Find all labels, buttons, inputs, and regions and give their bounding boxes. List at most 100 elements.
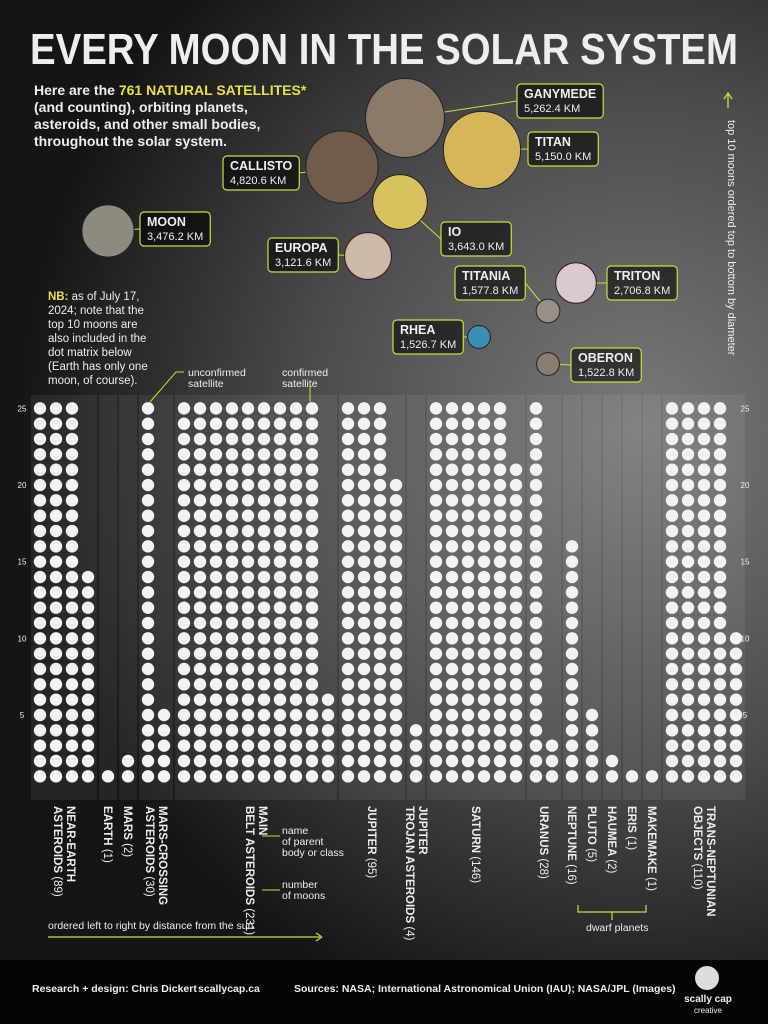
- category-name-cont: ASTEROIDS (30): [143, 806, 155, 897]
- moon-dot: [193, 540, 207, 553]
- moon-dot: [445, 601, 459, 614]
- moon-diameter: 5,262.4 KM: [524, 103, 580, 115]
- moon-dot: [341, 739, 355, 752]
- moon-dot: [289, 448, 303, 461]
- moon-dot: [713, 616, 727, 630]
- moon-dot: [33, 693, 47, 706]
- moon-diameter: 2,706.8 KM: [614, 285, 670, 297]
- moon-dot: [373, 724, 387, 737]
- moon-dot: [389, 739, 403, 752]
- moon-dot: [273, 647, 287, 660]
- moon-dot: [373, 555, 387, 568]
- moon-dot: [729, 754, 743, 768]
- moon-dot: [493, 417, 507, 430]
- category-name: PLUTO (5): [585, 806, 597, 862]
- category-label: PLUTO (5): [585, 806, 597, 862]
- moon-name: RHEA: [400, 323, 435, 337]
- moon-dot: [177, 463, 191, 476]
- moon-dot: [141, 555, 155, 568]
- moon-dot: [493, 524, 507, 538]
- moon-dot: [141, 678, 155, 691]
- moon-dot: [177, 432, 191, 446]
- moon-dot: [257, 586, 271, 599]
- moon-dot: [477, 616, 491, 630]
- moon-dot: [529, 724, 543, 737]
- moon-dot: [429, 632, 443, 645]
- moon-dot: [341, 417, 355, 430]
- moon: [536, 352, 560, 376]
- moon-dot: [209, 770, 223, 783]
- moon-dot: [341, 632, 355, 645]
- moon-dot: [65, 601, 79, 614]
- moon-dot: [357, 540, 371, 553]
- moon-count: (5): [585, 848, 597, 862]
- moon-dot: [565, 678, 579, 691]
- moon-dot: [65, 540, 79, 553]
- moon-diameter: 3,643.0 KM: [448, 241, 504, 253]
- moon-dot: [729, 678, 743, 691]
- moon: [81, 204, 135, 258]
- moon-dot: [141, 570, 155, 584]
- intro-lead: Here are the: [34, 82, 115, 98]
- moon-dot: [225, 754, 239, 768]
- moon-dot: [429, 647, 443, 660]
- category-name: SATURN (146): [469, 806, 481, 883]
- moon-dot: [493, 647, 507, 660]
- moon-dot: [357, 570, 371, 584]
- moon-dot: [65, 524, 79, 538]
- moon-dot: [697, 463, 711, 476]
- footer-bar: [0, 960, 768, 1024]
- moon-dot: [389, 570, 403, 584]
- moon-dot: [445, 417, 459, 430]
- moon-dot: [373, 432, 387, 446]
- moon-dot: [493, 555, 507, 568]
- moon-dot: [357, 647, 371, 660]
- moon-dot: [225, 432, 239, 446]
- moon-dot: [193, 693, 207, 706]
- moon-dot: [157, 724, 171, 737]
- moon-dot: [33, 555, 47, 568]
- category-name: MARS (2): [121, 806, 133, 857]
- moon-dot: [665, 739, 679, 752]
- moon-dot: [713, 754, 727, 768]
- moon-dot: [509, 478, 523, 492]
- moon-dot: [477, 448, 491, 461]
- moon-dot: [49, 770, 63, 783]
- moon-dot: [177, 632, 191, 645]
- moon-dot: [65, 662, 79, 676]
- moon-dot: [665, 632, 679, 645]
- moon-dot: [357, 509, 371, 522]
- moon-dot: [729, 708, 743, 722]
- note-lead: NB:: [48, 291, 68, 303]
- moon-dot: [141, 586, 155, 599]
- moon-dot: [565, 570, 579, 584]
- moon-dot: [289, 463, 303, 476]
- moon-dot: [509, 586, 523, 599]
- annotation-order: ordered left to right by distance from t…: [48, 920, 254, 932]
- moon-dot: [681, 555, 695, 568]
- moon-dot: [273, 616, 287, 630]
- moon-dot: [65, 708, 79, 722]
- moon-dot: [493, 616, 507, 630]
- moon-dot: [509, 601, 523, 614]
- moon-dot: [65, 402, 79, 415]
- moon-dot: [341, 555, 355, 568]
- annotation-count: of moons: [282, 890, 325, 902]
- moon-dot: [389, 509, 403, 522]
- moon-dot: [157, 770, 171, 783]
- moon-dot: [461, 770, 475, 783]
- moon-dot: [305, 478, 319, 492]
- moon-dot: [305, 417, 319, 430]
- moon-dot: [681, 708, 695, 722]
- moon-dot: [141, 632, 155, 645]
- moon-dot: [65, 739, 79, 752]
- moon-dot: [177, 555, 191, 568]
- moon-dot: [33, 724, 47, 737]
- moon-dot: [493, 708, 507, 722]
- moon-dot: [225, 417, 239, 430]
- moon-dot: [321, 770, 335, 783]
- moon-dot: [529, 770, 543, 783]
- y-tick-label-right: 15: [741, 558, 750, 567]
- moon-dot: [305, 432, 319, 446]
- moon-dot: [49, 448, 63, 461]
